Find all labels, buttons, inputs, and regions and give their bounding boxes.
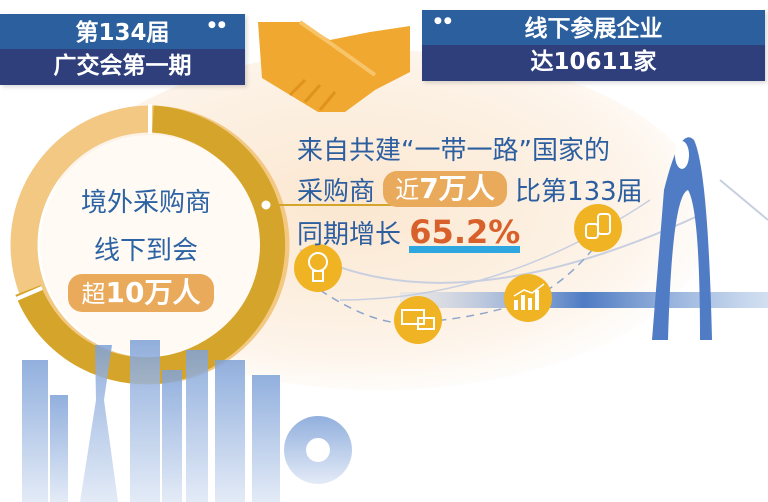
chat-icon: [394, 296, 442, 344]
info-pill-value: 7万人: [419, 172, 495, 205]
info-line2: 采购商 近7万人 比第133届: [297, 171, 643, 209]
growth-percent: 65.2%: [409, 213, 521, 253]
info-line3: 同期增长 65.2%: [297, 213, 521, 253]
dots-icon: ●●: [208, 20, 228, 30]
info-line2-suffix: 比第133届: [515, 177, 643, 207]
info-line1: 来自共建“一带一路”国家的: [297, 136, 610, 166]
cityscape-illustration: [22, 340, 352, 502]
lightbulb-icon: [294, 244, 342, 292]
ring-highlight-prefix: 超: [81, 280, 106, 308]
bar-chart-icon: [504, 274, 552, 322]
left-banner-line1: 第134届: [0, 14, 245, 49]
bridge-illustration: [299, 137, 768, 340]
ring-highlight-pill: 超10万人: [68, 274, 214, 312]
left-banner-line2: 广交会第一期: [0, 49, 245, 85]
info-line2-prefix: 采购商: [297, 177, 376, 207]
info-highlight-pill: 近7万人: [383, 171, 507, 207]
ring-line2: 线下到会: [93, 236, 198, 266]
left-banner: 第134届 广交会第一期 ●●: [0, 14, 245, 85]
right-banner-line2: 达10611家: [422, 45, 765, 81]
dots-icon: ●●: [434, 16, 454, 26]
handshake-icon: [258, 20, 410, 112]
right-banner-line1: 线下参展企业: [422, 10, 765, 45]
ring-line1: 境外采购商: [80, 188, 211, 218]
right-banner: 线下参展企业 达10611家 ●●: [422, 10, 765, 81]
ring-highlight-value: 10万人: [105, 276, 201, 309]
coins-icon: [574, 204, 622, 252]
info-pill-prefix: 近: [395, 176, 420, 204]
info-line3-prefix: 同期增长: [297, 220, 402, 250]
